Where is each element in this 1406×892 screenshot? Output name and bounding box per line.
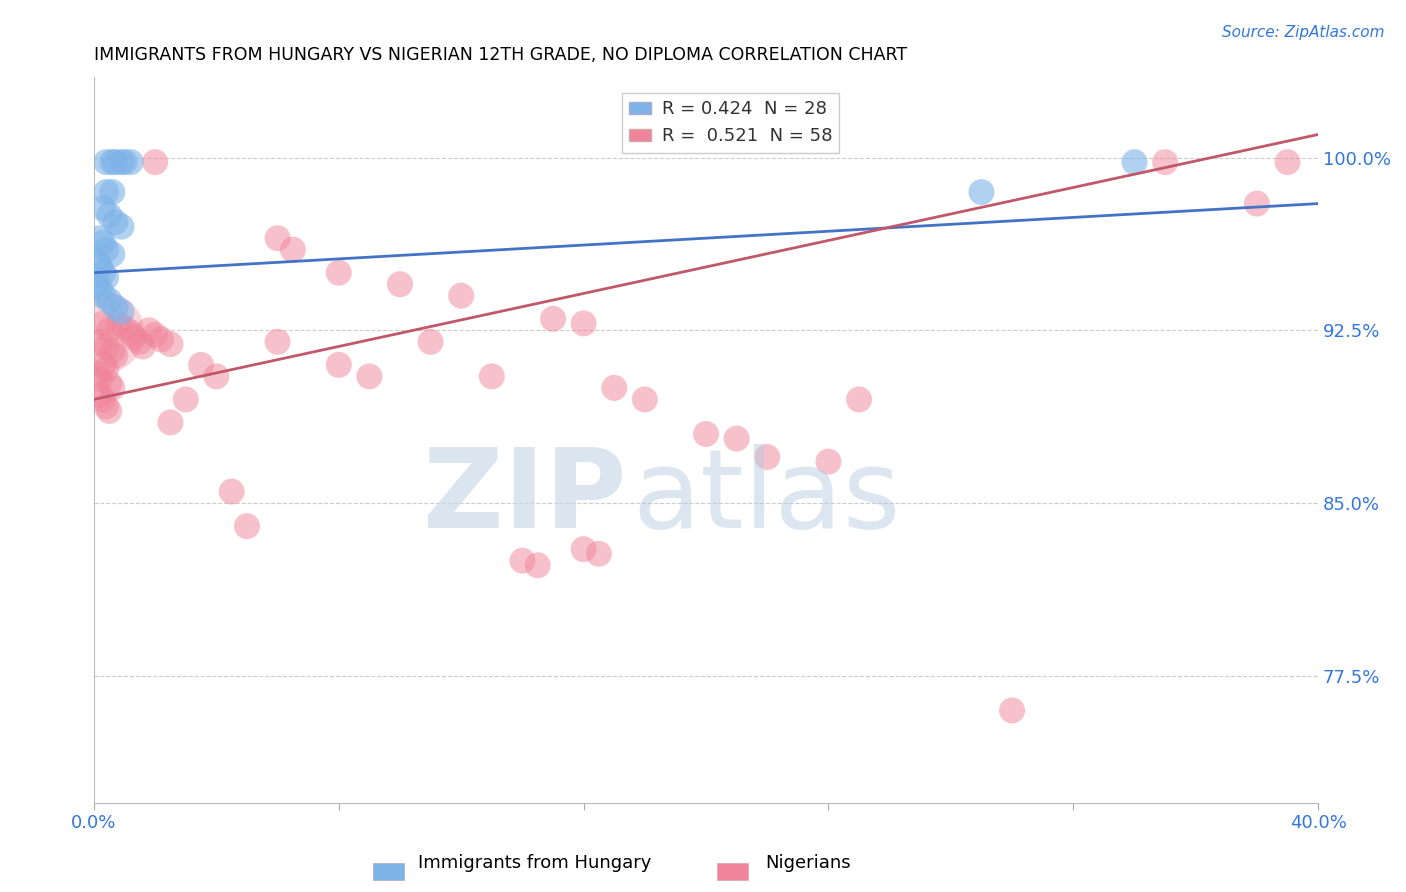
Point — [725, 432, 748, 446]
Point — [101, 381, 124, 395]
Point — [98, 323, 121, 337]
Point — [98, 404, 121, 418]
Point — [328, 358, 350, 372]
Point — [91, 235, 114, 250]
Point — [96, 339, 118, 353]
Point — [1154, 155, 1177, 169]
Point — [159, 337, 181, 351]
Point — [512, 554, 534, 568]
Point — [205, 369, 228, 384]
Point — [98, 376, 121, 391]
Point — [174, 392, 197, 407]
Point — [450, 289, 472, 303]
Point — [143, 327, 166, 342]
Point — [110, 155, 132, 169]
Point — [1277, 155, 1299, 169]
Point — [89, 372, 111, 386]
Point — [91, 201, 114, 215]
Point — [756, 450, 779, 464]
Point — [817, 455, 839, 469]
Point — [114, 321, 136, 335]
Point — [572, 542, 595, 557]
Point — [98, 208, 121, 222]
Text: Immigrants from Hungary: Immigrants from Hungary — [418, 855, 651, 872]
Point — [221, 484, 243, 499]
Point — [848, 392, 870, 407]
Point — [122, 330, 145, 344]
Point — [388, 277, 411, 292]
Point — [96, 155, 118, 169]
Point — [86, 277, 108, 292]
Text: atlas: atlas — [633, 444, 901, 551]
Point — [603, 381, 626, 395]
Point — [572, 317, 595, 331]
Point — [101, 344, 124, 359]
Point — [1001, 703, 1024, 717]
Point — [104, 300, 127, 314]
Point — [634, 392, 657, 407]
Point — [89, 259, 111, 273]
Point — [91, 358, 114, 372]
Point — [96, 243, 118, 257]
Point — [86, 367, 108, 381]
Point — [91, 326, 114, 340]
Point — [695, 427, 717, 442]
Point — [159, 416, 181, 430]
Point — [138, 323, 160, 337]
Point — [96, 185, 118, 199]
Text: Nigerians: Nigerians — [766, 855, 851, 872]
Point — [114, 155, 136, 169]
Point — [236, 519, 259, 533]
Point — [91, 289, 114, 303]
Point — [96, 362, 118, 376]
Point — [104, 155, 127, 169]
Point — [970, 185, 993, 199]
Point — [150, 333, 173, 347]
Point — [89, 282, 111, 296]
Point — [266, 334, 288, 349]
Point — [91, 317, 114, 331]
Point — [526, 558, 548, 573]
Point — [104, 349, 127, 363]
Text: ZIP: ZIP — [423, 444, 627, 551]
Point — [91, 392, 114, 407]
Point — [96, 400, 118, 414]
Point — [107, 317, 129, 331]
Point — [359, 369, 381, 384]
Point — [1123, 155, 1146, 169]
Point — [143, 155, 166, 169]
Point — [101, 155, 124, 169]
Point — [101, 247, 124, 261]
Point — [89, 231, 111, 245]
Point — [89, 388, 111, 402]
Point — [89, 334, 111, 349]
Point — [128, 334, 150, 349]
Point — [86, 254, 108, 268]
Point — [132, 339, 155, 353]
Point — [120, 155, 142, 169]
Point — [98, 293, 121, 308]
Text: Source: ZipAtlas.com: Source: ZipAtlas.com — [1222, 25, 1385, 40]
Point — [101, 185, 124, 199]
Point — [266, 231, 288, 245]
Text: IMMIGRANTS FROM HUNGARY VS NIGERIAN 12TH GRADE, NO DIPLOMA CORRELATION CHART: IMMIGRANTS FROM HUNGARY VS NIGERIAN 12TH… — [94, 46, 907, 64]
Point — [110, 305, 132, 319]
Point — [110, 219, 132, 234]
Point — [190, 358, 212, 372]
Point — [419, 334, 441, 349]
Legend: R = 0.424  N = 28, R =  0.521  N = 58: R = 0.424 N = 28, R = 0.521 N = 58 — [621, 93, 839, 153]
Point — [120, 326, 142, 340]
Point — [96, 270, 118, 285]
Point — [91, 266, 114, 280]
Point — [541, 311, 564, 326]
Point — [328, 266, 350, 280]
Point — [281, 243, 304, 257]
Point — [1246, 196, 1268, 211]
Point — [588, 547, 610, 561]
Point — [481, 369, 503, 384]
Point — [104, 215, 127, 229]
